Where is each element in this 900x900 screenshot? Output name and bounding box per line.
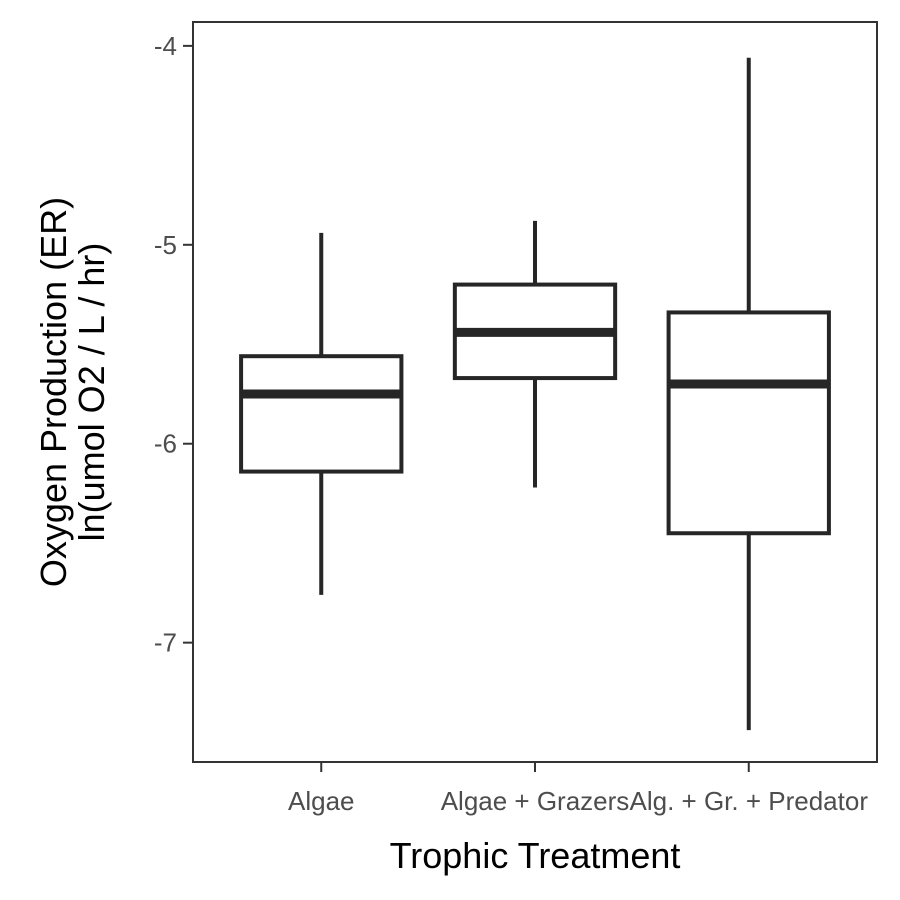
x-tick-label: Alg. + Gr. + Predator: [630, 786, 869, 816]
plot-marks: [239, 57, 831, 731]
y-axis-title-group: Oxygen Production (ER) ln(umol O2 / L / …: [33, 197, 112, 587]
box-1: [239, 232, 404, 595]
y-tick-label: -4: [154, 31, 177, 61]
y-axis-title-line-2: ln(umol O2 / L / hr): [71, 243, 112, 542]
y-axis: -7 -6 -5 -4: [154, 31, 193, 658]
y-tick-label: -7: [154, 628, 177, 658]
x-tick-label: Algae: [288, 786, 355, 816]
box-3: [666, 57, 831, 731]
y-tick-label: -6: [154, 429, 177, 459]
x-axis: Algae Algae + Grazers Alg. + Gr. + Predato…: [288, 762, 868, 816]
x-axis-title: Trophic Treatment: [390, 835, 681, 876]
box-2: [452, 220, 618, 488]
x-tick-label: Algae + Grazers: [441, 786, 630, 816]
box-iqr: [239, 354, 404, 474]
box-iqr: [666, 310, 831, 536]
y-axis-title-line-1: Oxygen Production (ER): [33, 197, 74, 587]
y-tick-label: -5: [154, 230, 177, 260]
